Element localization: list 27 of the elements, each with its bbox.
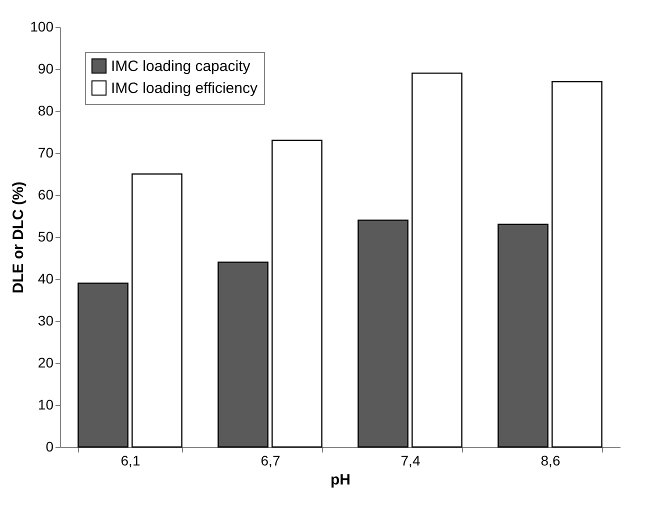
y-tick-label: 0 [46,438,54,454]
y-tick-label: 50 [38,228,54,244]
y-tick-label: 10 [38,396,54,412]
y-tick-label: 70 [38,144,54,160]
y-tick-label: 100 [30,18,54,34]
y-tick-label: 40 [38,270,54,286]
y-tick-label: 80 [38,102,54,118]
bar [358,220,408,448]
bar [552,81,602,448]
legend-label: IMC loading capacity [111,58,251,75]
x-axis-title: pH [330,472,350,488]
x-tick-label: 6,1 [120,452,140,468]
y-tick-label: 90 [38,60,54,76]
x-tick-label: 6,7 [260,452,280,468]
y-axis-title: DLE or DLC (%) [10,182,28,294]
y-tick-label: 30 [38,312,54,328]
legend-label: IMC loading efficiency [111,80,258,97]
x-tick-label: 7,4 [400,452,420,468]
x-tick-label: 8,6 [540,452,560,468]
y-tick-label: 20 [38,354,54,370]
bar [498,224,548,448]
bar [78,282,128,448]
y-tick-label: 60 [38,186,54,202]
bar [132,173,182,448]
bar [412,72,462,448]
bar [272,140,322,448]
bar [218,262,268,448]
